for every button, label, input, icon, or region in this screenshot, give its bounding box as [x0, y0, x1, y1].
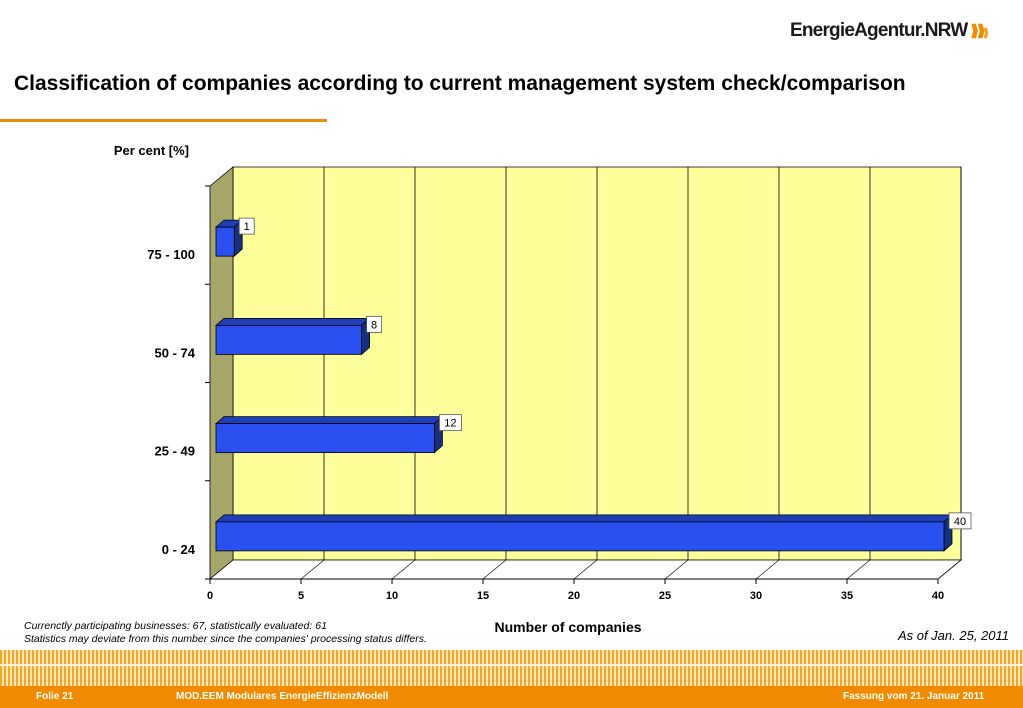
data-label-box — [948, 512, 972, 530]
footnote-line-2: Statistics may deviate from this number … — [24, 633, 427, 645]
data-label: 12 — [444, 418, 456, 430]
x-tick-label: 35 — [841, 590, 853, 602]
gridline-floor — [391, 559, 416, 580]
y-tick-label: 50 - 74 — [155, 345, 196, 360]
page-title: Classification of companies according to… — [14, 72, 906, 95]
bar-top — [214, 514, 954, 523]
x-tick-label: 5 — [298, 590, 304, 602]
gridline-floor — [846, 559, 871, 580]
footnote-line-1: Currenctly participating businesses: 67,… — [24, 620, 327, 632]
gridline-floor — [573, 559, 598, 580]
bar — [215, 521, 945, 552]
x-tick-label: 40 — [932, 590, 944, 602]
y-tick-label: 75 - 100 — [147, 247, 195, 262]
y-tick-label: 25 - 49 — [155, 444, 195, 459]
gridline-floor — [482, 559, 507, 580]
chart-marks: 1 75 - 100 8 50 - 74 12 25 - 49 40 0 - 24 — [147, 217, 972, 557]
data-label: 8 — [371, 319, 377, 331]
footer-model-name: MOD.EEM Modulares EnergieEffizienzModell — [176, 691, 389, 702]
x-tick-label: 10 — [386, 590, 398, 602]
data-label: 1 — [244, 221, 250, 233]
chart-frame: 0 5 10 15 20 25 30 35 40 Per cent [%] Number of co… — [114, 143, 963, 635]
gridline-floor — [937, 559, 962, 580]
footer-bar: Folie 21 MOD.EEM Modulares EnergieEffizi… — [0, 686, 1023, 708]
x-tick-label: 20 — [568, 590, 580, 602]
bar-top — [214, 416, 444, 425]
bar — [215, 324, 363, 355]
x-tick-label: 15 — [477, 590, 489, 602]
logo-mark-icon — [971, 23, 989, 39]
bar-top — [214, 317, 371, 326]
footer-version: Fassung vom 21. Januar 2011 — [843, 691, 985, 702]
logo-text: EnergieAgentur.NRW — [790, 20, 968, 41]
bar-chart: 0 5 10 15 20 25 30 35 40 Per cent [%] Number of co… — [114, 143, 972, 635]
title-underline — [0, 119, 327, 122]
footnote: Currenctly participating businesses: 67,… — [24, 620, 427, 646]
y-tick-label: 0 - 24 — [162, 542, 196, 557]
data-label-box — [366, 315, 383, 333]
bar — [215, 226, 235, 257]
x-tick-label: 30 — [750, 590, 762, 602]
logo: EnergieAgentur.NRW — [790, 14, 990, 48]
x-axis-title: Number of companies — [494, 619, 641, 635]
data-label-box — [238, 217, 255, 235]
x-tick-label: 25 — [659, 590, 671, 602]
gridline-floor — [755, 559, 780, 580]
bar — [215, 423, 435, 454]
data-label-box — [438, 414, 462, 432]
y-axis-title: Per cent [%] — [114, 143, 189, 158]
gridline-floor — [664, 559, 689, 580]
x-tick-label: 0 — [207, 590, 213, 602]
data-label: 40 — [954, 516, 966, 528]
decorative-stripe-band — [0, 650, 1023, 686]
gridline-floor — [300, 559, 325, 580]
as-of-date: As of Jan. 25, 2011 — [897, 628, 1009, 643]
footer-slide-number: Folie 21 — [36, 691, 74, 702]
